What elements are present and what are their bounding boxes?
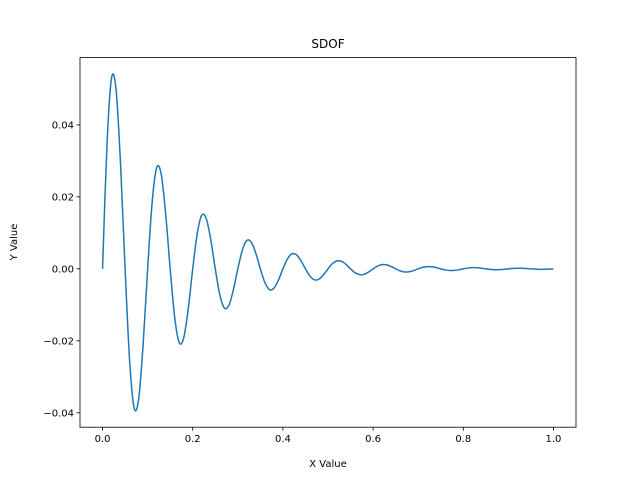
x-tick-label: 0.4 [275,434,291,445]
y-tick-label: 0.02 [52,192,74,203]
plot-frame [79,57,577,428]
x-tick-label: 0.6 [365,434,381,445]
y-tick-label: 0.00 [52,264,74,275]
y-tick-label: −0.04 [43,408,74,419]
line [101,73,554,412]
x-tick-label: 0.8 [455,434,471,445]
x-tick-label: 0.0 [95,434,111,445]
y-tick-label: 0.04 [52,120,74,131]
x-tick-label: 0.2 [185,434,201,445]
x-tick-label: 1.0 [546,434,562,445]
y-tick-label: −0.02 [43,336,74,347]
y-axis-label: Y Value [9,224,20,262]
chart-title: SDOF [311,37,344,51]
x-axis-label: X Value [309,459,347,470]
